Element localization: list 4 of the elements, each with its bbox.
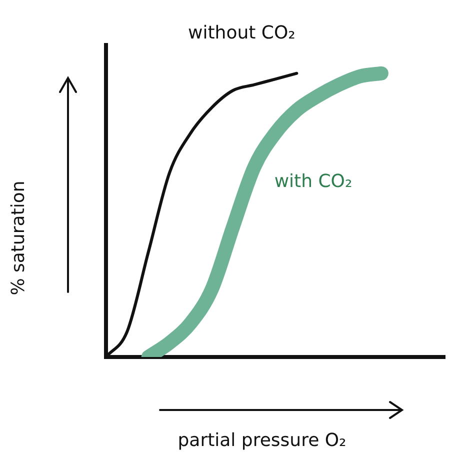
x-axis-title: partial pressure O₂ (178, 430, 346, 451)
series-label: without CO₂ (188, 22, 296, 44)
y-axis-title: % saturation (8, 180, 29, 296)
series-label: with CO₂ (274, 170, 352, 192)
